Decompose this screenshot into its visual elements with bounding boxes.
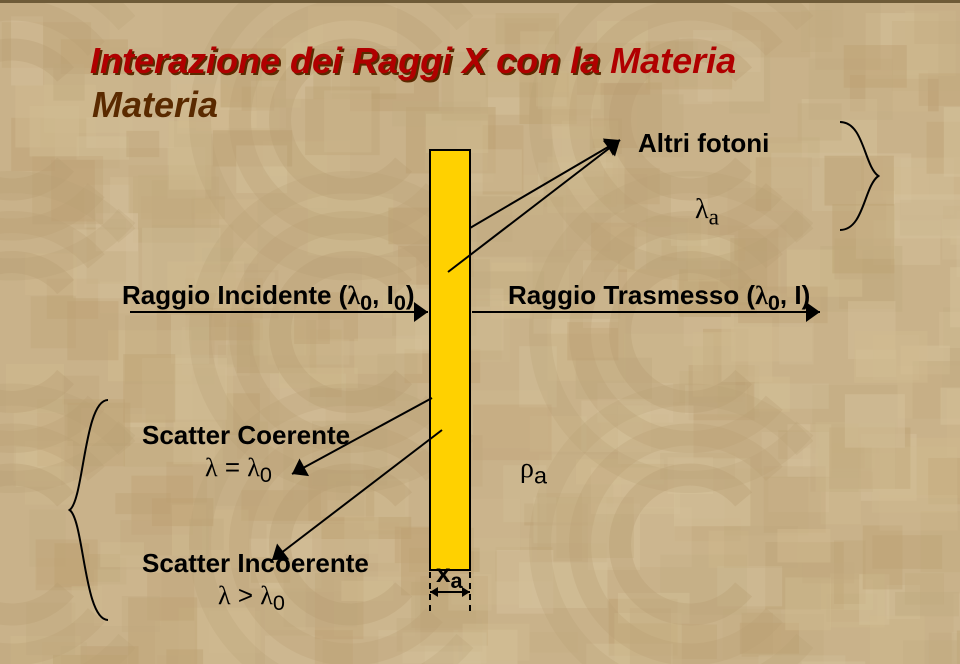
slide-title: Interazione dei Raggi X con la Materia I… [90, 40, 736, 82]
arrow-photon-1 [470, 138, 620, 228]
arrow-photon-2 [448, 140, 620, 272]
brace-left [70, 400, 108, 620]
label-lambda-a: λa [695, 194, 719, 232]
brace-right [840, 122, 878, 230]
label-rho-a: ρa [520, 452, 547, 490]
label-incident: Raggio Incidente (λ0, I0) [122, 280, 415, 316]
label-transmitted: Raggio Trasmesso (λ0, I) [508, 280, 810, 316]
slide-title-text: Interazione dei Raggi X con la Materia [90, 40, 736, 81]
label-altri-fotoni: Altri fotoni [638, 128, 769, 159]
material-block [430, 150, 470, 570]
slide-root: Interazione dei Raggi X con la Materia I… [0, 0, 960, 664]
label-coherent-eq: λ = λ0 [205, 452, 272, 488]
label-incoherent-eq: λ > λ0 [218, 580, 285, 616]
label-coherent-title: Scatter Coerente [142, 420, 350, 451]
label-incoherent-title: Scatter Incoerente [142, 548, 369, 579]
label-xa: xa [436, 558, 463, 594]
